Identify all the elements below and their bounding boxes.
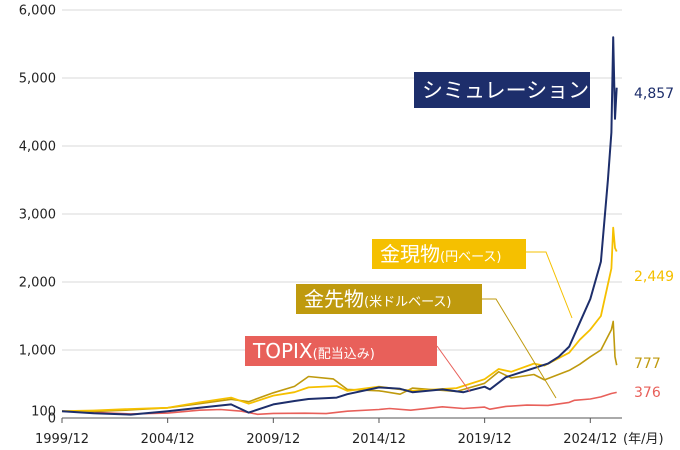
y-tick-label: 5,000 xyxy=(19,72,56,87)
series-name-suffix: (米ドルベース) xyxy=(364,295,452,310)
series-label-3: シミュレーション xyxy=(422,79,589,103)
series-label-box-1 xyxy=(296,284,482,314)
series-line-2 xyxy=(61,226,618,413)
end-value-label-3: 4,857 xyxy=(634,86,674,102)
y-tick-label: 2,000 xyxy=(19,276,56,291)
series-name: 金先物 xyxy=(304,287,364,311)
end-value-label-2: 2,449 xyxy=(634,269,674,285)
series-labels: TOPIX(配当込み) 金先物(米ドルベース) 金現物(円ベース) シミュレーション xyxy=(245,72,590,399)
end-value-labels: 376 777 2,449 4,857 xyxy=(634,86,674,401)
y-tick-label: 1,000 xyxy=(19,344,56,359)
leader-line-1 xyxy=(482,298,557,399)
x-tick-label: 2024/12 xyxy=(563,432,617,447)
leader-line-2 xyxy=(526,251,573,319)
series-label-box-3 xyxy=(414,72,590,108)
series-lines xyxy=(61,36,618,416)
y-tick-label: 100 xyxy=(31,405,56,420)
leader-line-0 xyxy=(436,345,471,393)
series-label-0: TOPIX(配当込み) xyxy=(252,339,375,363)
series-name: 金現物 xyxy=(380,242,440,266)
series-line-3 xyxy=(61,36,618,416)
y-tick-label: 3,000 xyxy=(19,208,56,223)
x-axis: 1999/12 2004/12 2009/12 2014/12 2019/12 2024/… xyxy=(35,417,622,447)
x-tick-label: 2004/12 xyxy=(141,432,195,447)
series-name-suffix: (配当込み) xyxy=(313,347,375,362)
series-label-2: 金現物(円ベース) xyxy=(380,242,502,266)
series-label-box-2 xyxy=(372,239,526,269)
y-tick-label: 0 xyxy=(48,412,56,427)
series-label-box-0 xyxy=(245,336,437,366)
x-axis-unit-label: (年/月) xyxy=(623,432,664,447)
series-name: シミュレーション xyxy=(422,79,589,103)
x-tick-label: 1999/12 xyxy=(35,432,89,447)
series-label-1: 金先物(米ドルベース) xyxy=(304,287,452,311)
x-tick-label: 2019/12 xyxy=(458,432,512,447)
series-name: TOPIX xyxy=(252,339,313,363)
gridlines xyxy=(62,9,622,351)
y-tick-label: 4,000 xyxy=(19,140,56,155)
y-tick-label: 6,000 xyxy=(19,4,56,19)
series-line-1 xyxy=(61,320,618,413)
x-tick-label: 2014/12 xyxy=(352,432,406,447)
x-tick-label: 2009/12 xyxy=(246,432,300,447)
series-name-suffix: (円ベース) xyxy=(440,250,502,265)
end-value-label-1: 777 xyxy=(634,356,661,372)
end-value-label-0: 376 xyxy=(634,385,661,401)
series-line-0 xyxy=(61,391,617,416)
